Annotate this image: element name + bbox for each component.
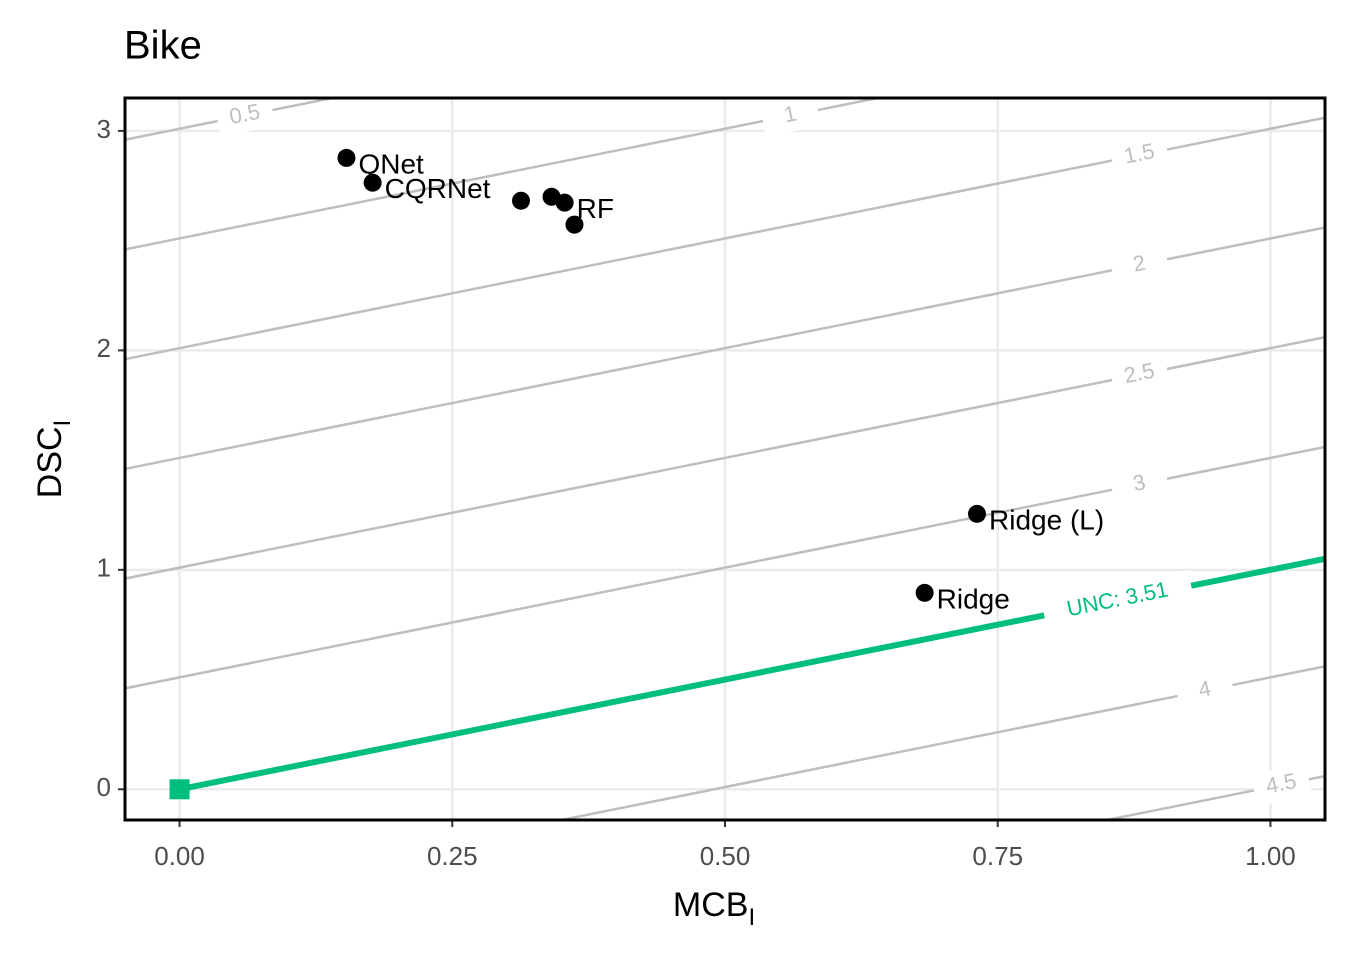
x-tick-label: 1.00: [1245, 841, 1296, 871]
point: [512, 191, 530, 210]
isoline-label: 2: [1131, 250, 1148, 277]
isoline-label-bg: [759, 98, 822, 137]
isoline-label: 3: [1131, 469, 1148, 496]
isoline-label-bg: [1250, 763, 1312, 807]
x-tick-label: 0.00: [154, 841, 205, 871]
y-tick-label: 1: [97, 553, 111, 583]
x-axis-title: MCBI: [673, 886, 755, 931]
point: [915, 583, 934, 602]
y-tick-label: 2: [97, 333, 111, 363]
y-axis-title-main: DSC: [31, 426, 69, 498]
isoline-label: 4: [1196, 675, 1213, 702]
y-tick-label: 0: [97, 772, 111, 802]
point: [565, 215, 584, 234]
plot-border: [123, 96, 1327, 822]
point: [337, 148, 356, 167]
x-axis-title-main: MCB: [673, 886, 749, 924]
point-label: Ridge (L): [989, 504, 1104, 535]
chart-title: Bike: [124, 24, 202, 68]
isoline-label-bg: [1108, 353, 1171, 396]
x-tick-label: 0.75: [972, 841, 1023, 871]
x-tick-label: 0.50: [700, 841, 751, 871]
point: [363, 173, 382, 192]
isoline-label: 1: [782, 100, 799, 127]
isoline: [1100, 774, 1325, 820]
isoline-label: 4.5: [1264, 768, 1299, 799]
isoline-label-bg: [1108, 133, 1171, 177]
y-tick-label: 3: [97, 114, 111, 144]
point-label: QNet: [358, 148, 424, 179]
isoline-label: 2.5: [1122, 358, 1157, 389]
isoline-label-bg: [214, 98, 276, 137]
y-axis-title-sub: I: [49, 420, 76, 427]
point-label: Ridge: [937, 583, 1010, 614]
isoline-label: 1.5: [1122, 138, 1157, 169]
isoline-label-bg: [1174, 669, 1236, 712]
isoline: [555, 665, 1325, 820]
y-axis-title: DSCI: [31, 420, 76, 498]
point-label: RF: [577, 193, 614, 224]
reference-point: [169, 779, 190, 800]
point: [968, 504, 986, 523]
isoline-label: 0.5: [227, 99, 262, 130]
isoline-label-bg: [1108, 243, 1171, 286]
unc-label-bg: [1041, 570, 1195, 632]
x-tick-label: 0.25: [427, 841, 478, 871]
isoline-label-bg: [1108, 463, 1171, 506]
x-axis-title-sub: I: [748, 904, 755, 931]
point: [555, 193, 574, 212]
isoline: [125, 98, 885, 251]
point-label: CQRNet: [385, 173, 491, 204]
